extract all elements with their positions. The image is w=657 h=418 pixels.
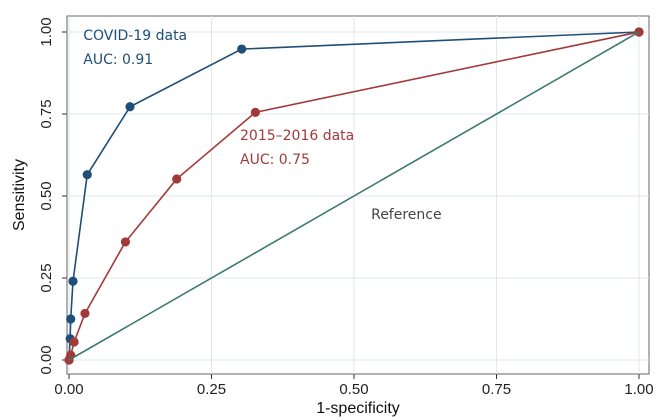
y-tick-label: 0.00 — [38, 345, 55, 374]
data-point-covid — [237, 44, 247, 54]
series-layer — [64, 27, 644, 365]
plot-frame — [66, 15, 650, 375]
x-tick-label: 0.00 — [54, 381, 83, 398]
y-axis-title: Sensitivity — [11, 159, 28, 231]
y-tick-label: 1.00 — [38, 17, 55, 46]
data-point-y2015 — [120, 237, 131, 247]
annotation-y2015: AUC: 0.75 — [240, 152, 310, 168]
grid-lines — [67, 16, 649, 374]
annotation-covid: COVID-19 data — [83, 28, 187, 44]
data-point-y2015 — [80, 308, 90, 319]
x-tick-label: 0.75 — [482, 381, 511, 398]
annotations: COVID-19 data AUC: 0.91 2015–2016 data AUC:… — [83, 28, 441, 223]
data-point-y2015 — [250, 107, 260, 117]
annotation-reference: Reference — [371, 207, 442, 223]
series-line-reference — [68, 31, 640, 361]
data-point-covid — [68, 276, 78, 286]
data-point-y2015 — [69, 337, 79, 347]
annotation-covid: AUC: 0.91 — [83, 52, 153, 68]
x-tick-label: 0.25 — [197, 381, 226, 398]
y-tick-label: 0.25 — [38, 263, 55, 292]
data-point-covid — [82, 170, 92, 180]
x-axis-title: 1-specificity — [316, 400, 400, 417]
data-point-covid — [66, 314, 76, 324]
data-point-y2015 — [172, 174, 182, 184]
x-tick-label: 0.50 — [339, 381, 368, 398]
x-tick-label: 1.00 — [624, 381, 653, 398]
y-tick-label: 0.75 — [38, 99, 55, 128]
annotation-y2015: 2015–2016 data — [240, 128, 354, 144]
data-point-covid — [125, 102, 135, 112]
axes: 0.00 0.25 0.50 0.75 1.00 0.00 0.25 0.50 0.75 1.00 — [38, 17, 654, 398]
y-tick-label: 0.50 — [38, 181, 55, 210]
